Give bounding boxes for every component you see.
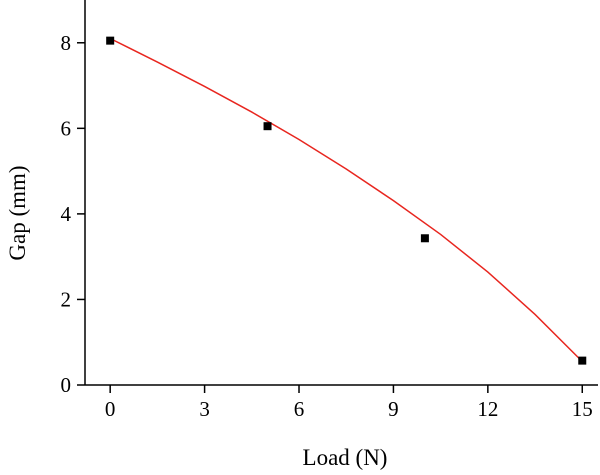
y-tick-label: 0 [61,373,72,397]
x-axis-label: Load (N) [303,445,388,470]
data-point [420,234,429,243]
data-point [263,122,272,131]
axes [84,0,598,386]
data-point [106,36,115,45]
x-tick-label: 6 [294,397,305,421]
x-tick-label: 9 [388,397,399,421]
x-tick-label: 15 [572,397,593,421]
x-tick-label: 12 [477,397,498,421]
x-tick-label: 0 [105,397,116,421]
y-tick-label: 6 [61,116,72,140]
y-tick-label: 2 [61,287,72,311]
ticks: 0 3 6 9 12 15 0 2 4 6 8 [61,31,593,421]
fit-curve [109,37,583,363]
y-tick-label: 8 [61,31,72,55]
y-axis-label: Gap (mm) [5,165,30,260]
y-tick-label: 4 [61,202,72,226]
marks [106,36,587,365]
x-tick-label: 3 [199,397,210,421]
data-point [578,356,587,365]
